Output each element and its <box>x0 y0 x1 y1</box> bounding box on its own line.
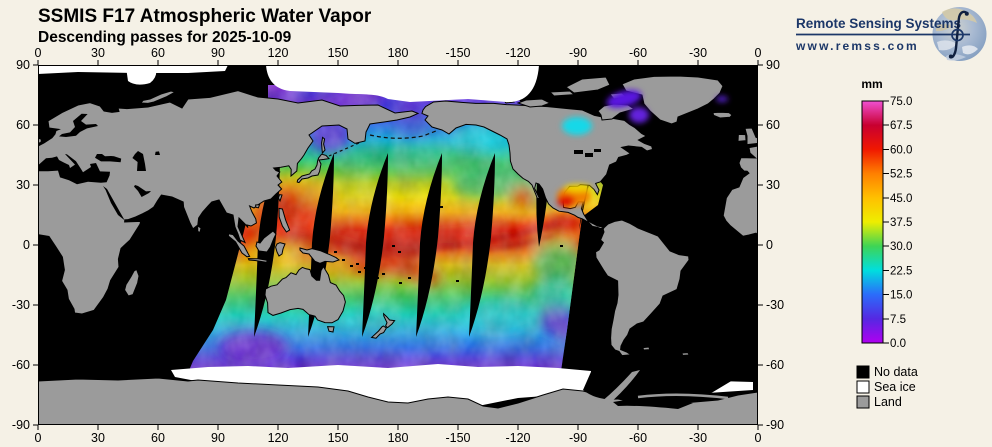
svg-text:75.0: 75.0 <box>890 96 912 108</box>
svg-text:0: 0 <box>35 431 42 445</box>
svg-text:Land: Land <box>874 395 902 409</box>
svg-text:0: 0 <box>766 238 773 252</box>
svg-text:180: 180 <box>388 46 409 60</box>
svg-text:180: 180 <box>388 431 409 445</box>
svg-text:7.5: 7.5 <box>890 314 906 326</box>
svg-text:-30: -30 <box>689 46 707 60</box>
svg-text:-30: -30 <box>766 298 784 312</box>
svg-text:60: 60 <box>151 431 165 445</box>
svg-text:mm: mm <box>861 77 882 91</box>
svg-text:-30: -30 <box>12 298 30 312</box>
svg-text:30: 30 <box>91 46 105 60</box>
svg-text:-60: -60 <box>629 431 647 445</box>
svg-text:90: 90 <box>766 58 780 72</box>
svg-text:45.0: 45.0 <box>890 193 912 205</box>
svg-text:-90: -90 <box>569 431 587 445</box>
svg-text:-60: -60 <box>629 46 647 60</box>
svg-text:-90: -90 <box>766 418 784 432</box>
svg-text:60.0: 60.0 <box>890 144 912 156</box>
svg-text:90: 90 <box>211 431 225 445</box>
svg-text:150: 150 <box>328 431 349 445</box>
svg-text:0: 0 <box>755 431 762 445</box>
svg-text:37.5: 37.5 <box>890 217 912 229</box>
svg-text:-60: -60 <box>12 358 30 372</box>
svg-text:0.0: 0.0 <box>890 338 906 350</box>
svg-text:Descending passes for 2025-10-: Descending passes for 2025-10-09 <box>38 29 292 46</box>
svg-text:No data: No data <box>874 365 918 379</box>
svg-text:120: 120 <box>268 46 289 60</box>
svg-text:67.5: 67.5 <box>890 120 912 132</box>
svg-text:Sea ice: Sea ice <box>874 380 916 394</box>
svg-text:30: 30 <box>766 178 780 192</box>
svg-text:120: 120 <box>268 431 289 445</box>
svg-text:-90: -90 <box>12 418 30 432</box>
svg-text:90: 90 <box>16 58 30 72</box>
svg-text:-120: -120 <box>505 46 530 60</box>
svg-text:60: 60 <box>151 46 165 60</box>
svg-text:90: 90 <box>211 46 225 60</box>
svg-text:-150: -150 <box>445 431 470 445</box>
svg-text:www.remss.com: www.remss.com <box>795 39 919 53</box>
svg-text:-90: -90 <box>569 46 587 60</box>
svg-text:0: 0 <box>23 238 30 252</box>
svg-text:-120: -120 <box>505 431 530 445</box>
svg-text:22.5: 22.5 <box>890 265 912 277</box>
svg-text:30.0: 30.0 <box>890 241 912 253</box>
svg-text:30: 30 <box>16 178 30 192</box>
svg-text:15.0: 15.0 <box>890 290 912 302</box>
svg-text:60: 60 <box>16 118 30 132</box>
svg-text:0: 0 <box>755 46 762 60</box>
svg-text:30: 30 <box>91 431 105 445</box>
svg-text:SSMIS F17 Atmospheric Water Va: SSMIS F17 Atmospheric Water Vapor <box>38 6 372 27</box>
svg-text:52.5: 52.5 <box>890 169 912 181</box>
svg-text:0: 0 <box>35 46 42 60</box>
svg-text:-150: -150 <box>445 46 470 60</box>
svg-text:Remote Sensing Systems: Remote Sensing Systems <box>796 16 961 31</box>
svg-text:60: 60 <box>766 118 780 132</box>
svg-text:-60: -60 <box>766 358 784 372</box>
svg-text:150: 150 <box>328 46 349 60</box>
svg-text:-30: -30 <box>689 431 707 445</box>
